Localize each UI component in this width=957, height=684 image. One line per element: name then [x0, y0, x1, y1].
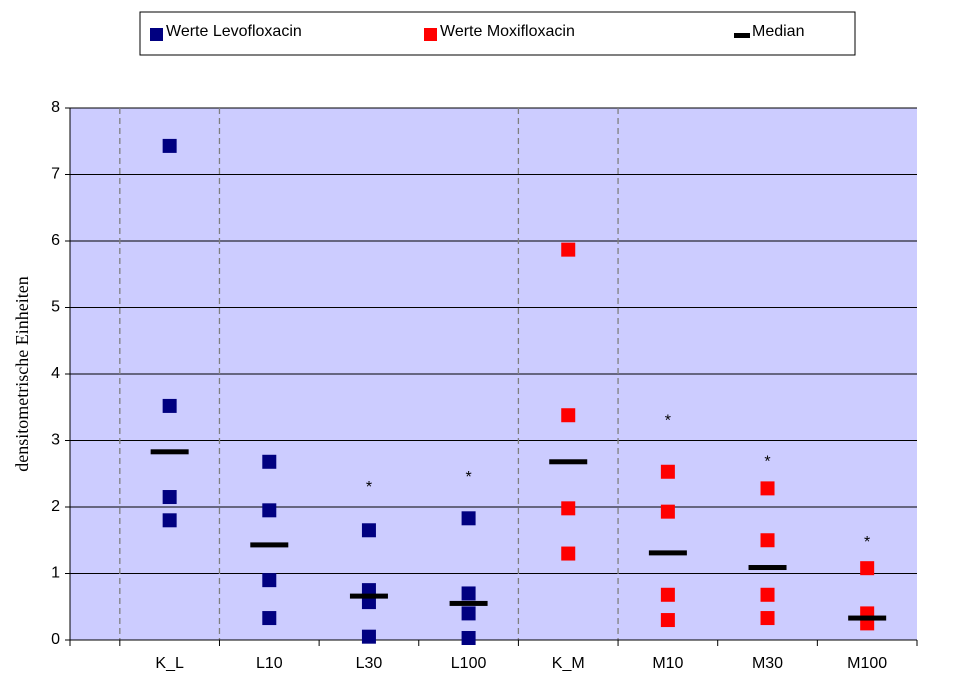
median [648, 550, 687, 556]
point [561, 546, 576, 561]
x-tick-label: L30 [356, 655, 383, 672]
x-tick-label: M100 [847, 655, 887, 672]
y-tick-label: 6 [51, 232, 60, 249]
point [660, 464, 675, 479]
legend-marker [150, 28, 163, 41]
y-tick-label: 7 [51, 166, 60, 183]
point [262, 611, 277, 626]
point [162, 490, 177, 505]
median [349, 593, 388, 599]
x-tick-label: L10 [256, 655, 283, 672]
point [262, 454, 277, 469]
legend-label: Werte Moxifloxacin [440, 23, 575, 40]
point [162, 513, 177, 528]
point [660, 504, 675, 519]
median [449, 600, 488, 606]
x-tick-label: M10 [652, 655, 683, 672]
y-tick-label: 3 [51, 432, 60, 449]
point [660, 613, 675, 628]
median [748, 565, 787, 571]
median [549, 459, 588, 465]
point [262, 573, 277, 588]
y-tick-label: 1 [51, 565, 60, 582]
annotation: * [366, 479, 372, 496]
annotation: * [665, 412, 671, 429]
y-tick-label: 2 [51, 498, 60, 515]
median [250, 542, 289, 548]
point [461, 511, 476, 526]
point [561, 408, 576, 423]
point [461, 586, 476, 601]
y-tick-label: 5 [51, 299, 60, 316]
legend-label: Werte Levofloxacin [166, 23, 302, 40]
point [162, 138, 177, 153]
point [361, 629, 376, 644]
annotation: * [864, 534, 870, 551]
median [150, 449, 189, 455]
y-tick-label: 4 [51, 365, 60, 382]
point [361, 523, 376, 538]
point [760, 533, 775, 548]
point [561, 242, 576, 257]
legend-label: Median [752, 23, 804, 40]
x-tick-label: M30 [752, 655, 783, 672]
point [760, 481, 775, 496]
point [162, 398, 177, 413]
y-axis-label: densitometrische Einheiten [12, 276, 32, 471]
x-tick-label: L100 [451, 655, 487, 672]
legend-marker [734, 33, 750, 38]
point [461, 606, 476, 621]
point [760, 587, 775, 602]
point [760, 611, 775, 626]
legend-marker [424, 28, 437, 41]
point [262, 503, 277, 518]
median [848, 615, 887, 621]
x-tick-label: K_L [155, 655, 184, 672]
x-tick-label: K_M [552, 655, 585, 672]
annotation: * [465, 469, 471, 486]
y-tick-label: 8 [51, 99, 60, 116]
point [660, 587, 675, 602]
point [461, 631, 476, 646]
point [561, 501, 576, 516]
y-tick-label: 0 [51, 631, 60, 648]
annotation: * [764, 454, 770, 471]
point [860, 561, 875, 576]
